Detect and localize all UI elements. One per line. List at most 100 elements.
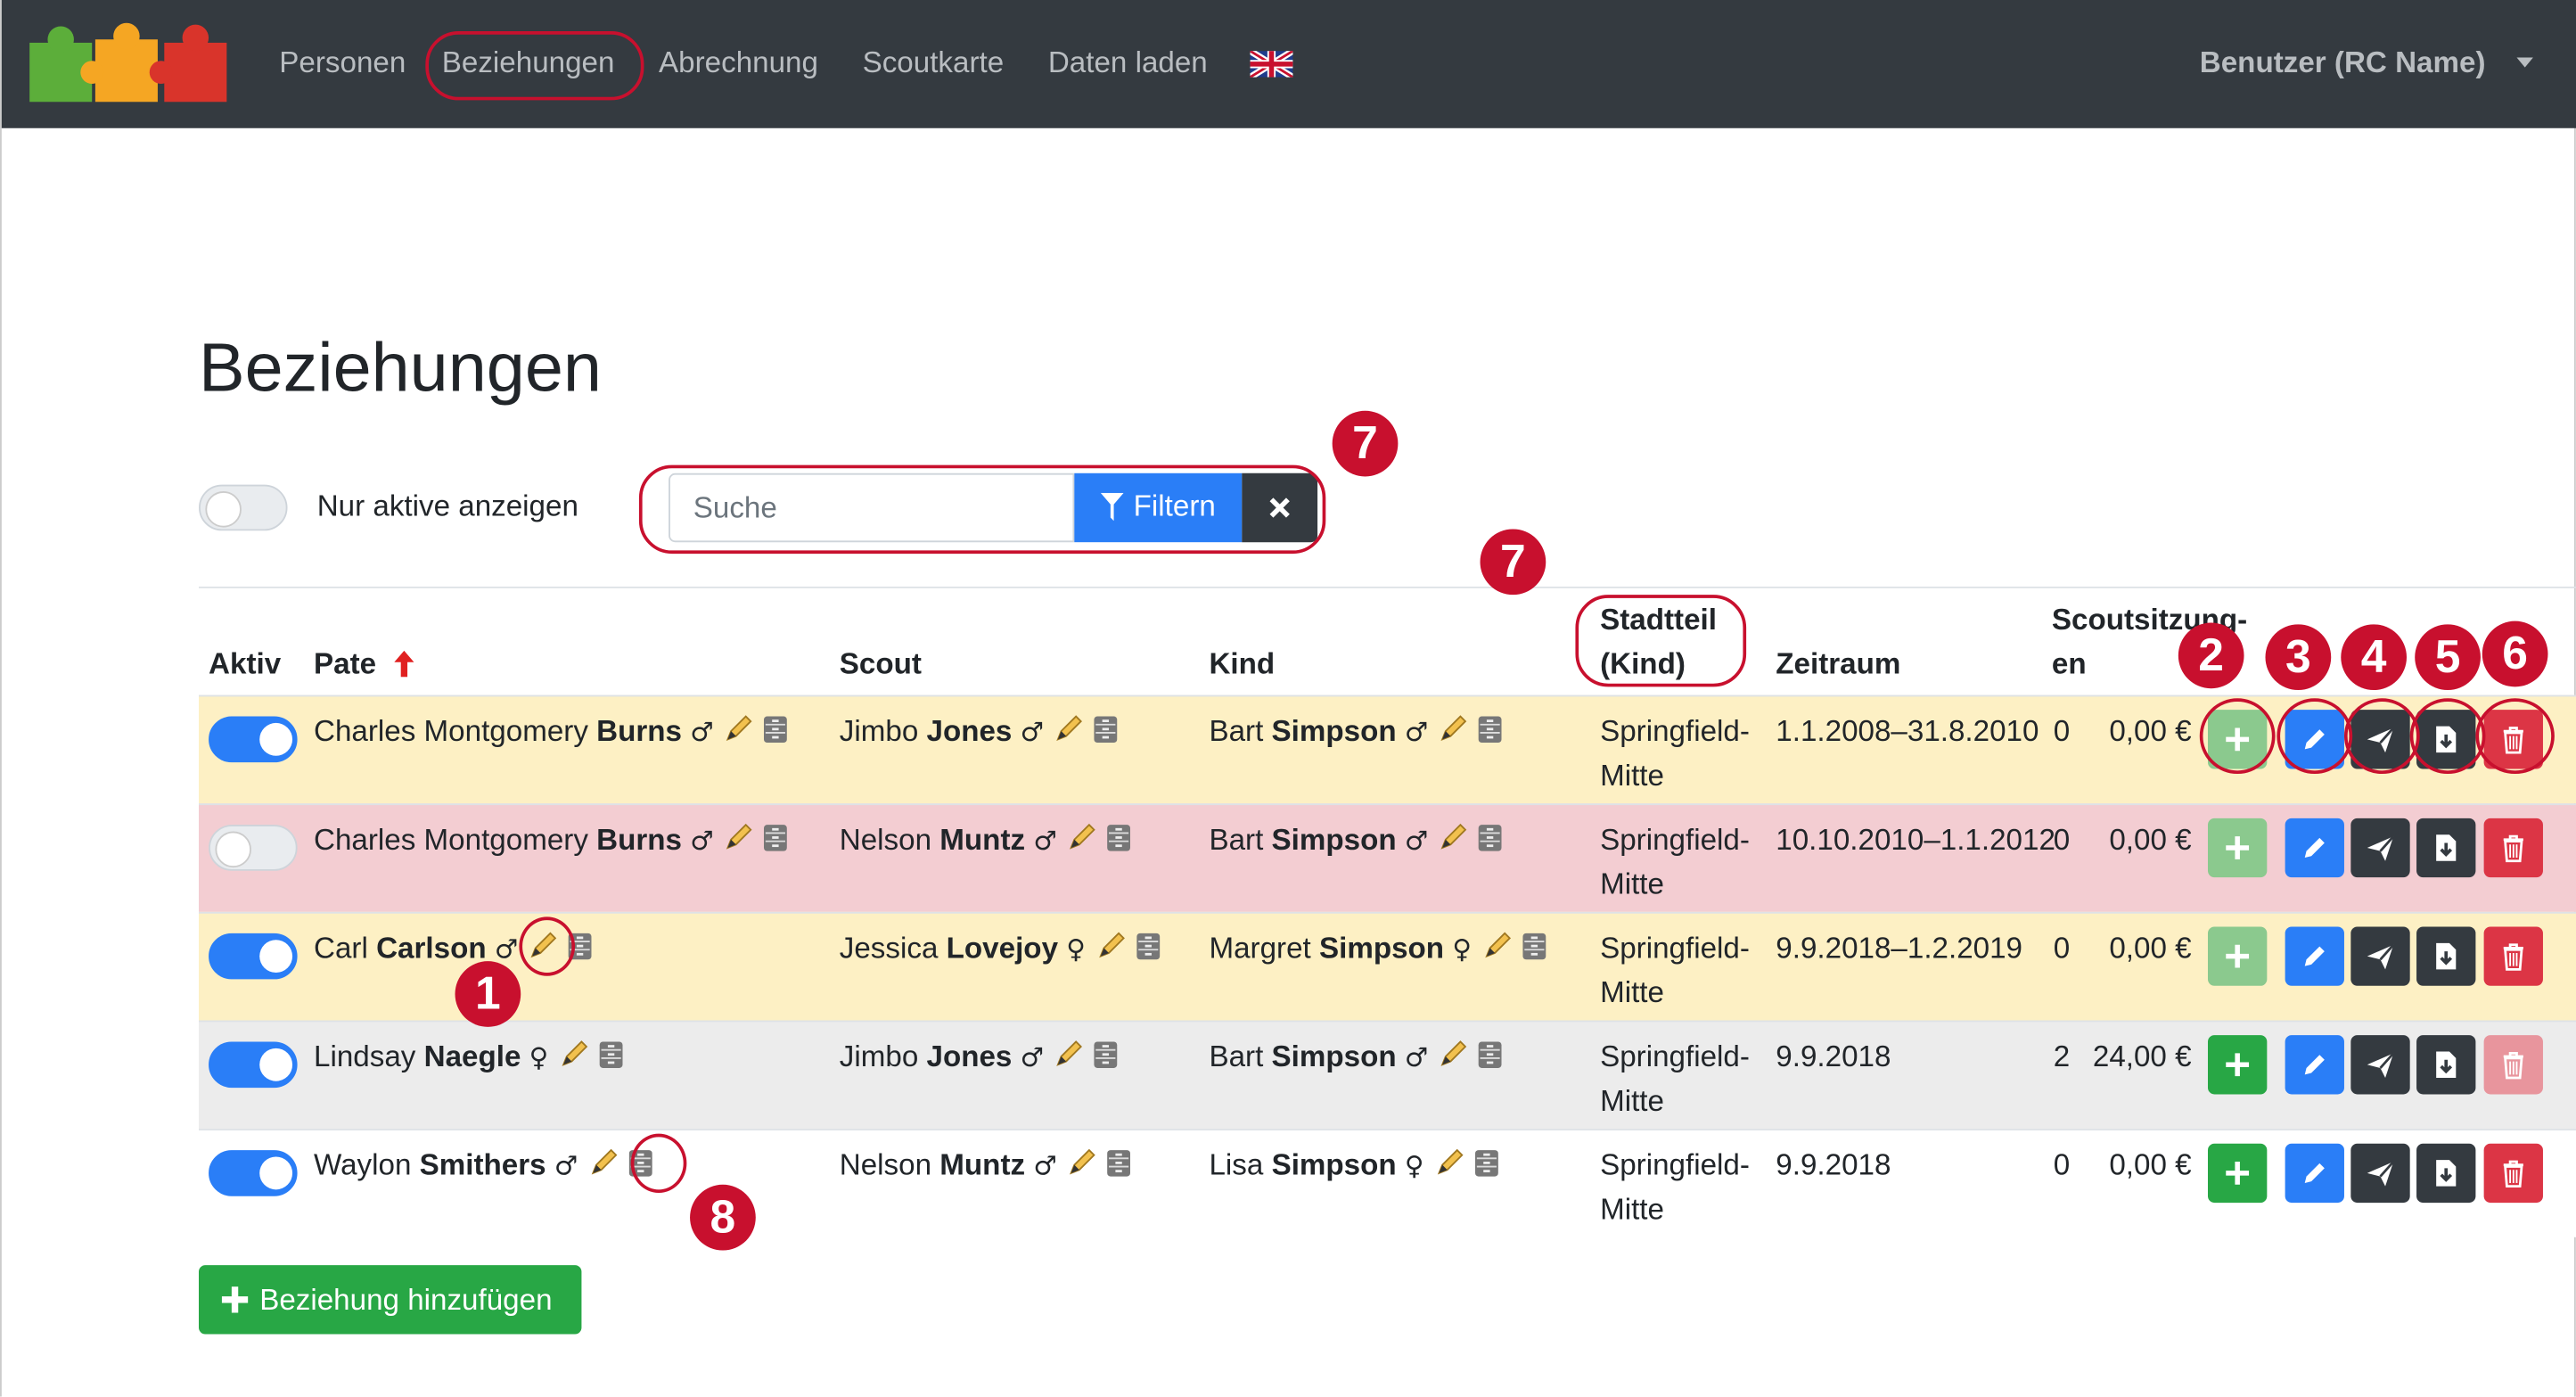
add-session-button[interactable] (2207, 1143, 2268, 1204)
archive-icon[interactable] (1093, 1039, 1119, 1083)
delete-button-icon (2503, 1160, 2523, 1188)
edit-icon[interactable] (587, 1146, 617, 1191)
amount: 24,00 € (2092, 1040, 2192, 1073)
delete-button[interactable] (2483, 818, 2543, 878)
user-menu[interactable]: Benutzer (RC Name) (2199, 45, 2486, 79)
archive-icon[interactable] (763, 713, 789, 758)
active-toggle[interactable] (209, 1041, 298, 1089)
archive-icon[interactable] (1106, 822, 1132, 867)
archive-icon-glyph (1107, 1150, 1131, 1177)
archive-icon[interactable] (1521, 930, 1546, 974)
delete-button[interactable] (2483, 926, 2543, 986)
edit-icon-glyph (1484, 932, 1511, 958)
gender: ♂ (1404, 1041, 1429, 1073)
send-button-icon (2367, 943, 2395, 970)
annotation: 5 (2415, 624, 2481, 691)
add-relation-button[interactable]: Beziehung hinzufügen (199, 1265, 582, 1335)
toggle-knob (259, 1048, 293, 1081)
active-toggle[interactable] (209, 716, 298, 763)
delete-button[interactable] (2483, 1035, 2543, 1095)
column-header[interactable]: Scout (839, 647, 922, 681)
pdf-button[interactable] (2416, 1035, 2476, 1095)
nav-link[interactable]: Daten laden (1047, 45, 1208, 79)
edit-icon[interactable] (1438, 822, 1468, 867)
edit-icon[interactable] (558, 1039, 587, 1083)
pdf-button[interactable] (2416, 926, 2476, 986)
first-name: Margret (1209, 931, 1311, 965)
add-session-button[interactable] (2207, 818, 2268, 878)
edit-icon[interactable] (1434, 1146, 1464, 1191)
add-session-button[interactable] (2207, 926, 2268, 986)
column-header[interactable]: Scoutsitzung-en (2051, 603, 2248, 681)
kind-cell: Bart Simpson ♂ (1209, 1035, 1504, 1082)
amount: 0,00 € (2109, 1148, 2192, 1182)
language-flag[interactable] (1250, 51, 1293, 78)
first-name: Carl (314, 931, 368, 965)
archive-icon[interactable] (1478, 822, 1504, 867)
pdf-button[interactable] (2416, 1143, 2476, 1204)
gender: ♂ (690, 825, 714, 857)
nav-link[interactable]: Personen (279, 45, 406, 79)
edit-button[interactable] (2285, 1143, 2344, 1204)
nav-link[interactable]: Abrechnung (659, 45, 818, 79)
column-header[interactable]: Kind (1209, 647, 1276, 681)
archive-icon[interactable] (763, 822, 789, 867)
add-session-button[interactable] (2207, 1035, 2268, 1095)
gender: ♀ (1452, 933, 1472, 965)
delete-button[interactable] (2483, 1143, 2543, 1204)
send-button[interactable] (2350, 1035, 2410, 1095)
active-toggle[interactable] (199, 484, 288, 531)
district: Springfield-Mitte (1600, 823, 1750, 900)
annotation: 1 (455, 961, 521, 1027)
pate-cell: Carl Carlson ♂ (314, 926, 594, 974)
edit-button[interactable] (2285, 818, 2344, 878)
edit-button-icon (2304, 946, 2325, 966)
archive-icon[interactable] (598, 1039, 624, 1083)
edit-icon[interactable] (1438, 713, 1468, 758)
edit-icon[interactable] (1095, 930, 1125, 974)
active-toggle[interactable] (209, 825, 298, 871)
archive-icon-glyph (1474, 1150, 1498, 1177)
edit-icon[interactable] (1067, 1146, 1096, 1191)
active-toggle[interactable] (209, 1150, 298, 1196)
archive-icon[interactable] (1473, 1146, 1499, 1191)
first-name: Lindsay (314, 1040, 416, 1073)
edit-icon[interactable] (1054, 713, 1083, 758)
scout-cell: Nelson Muntz ♂ (840, 1144, 1133, 1191)
send-button[interactable] (2350, 926, 2410, 986)
archive-icon[interactable] (1093, 713, 1119, 758)
edit-icon[interactable] (1054, 1039, 1083, 1083)
edit-button[interactable] (2285, 1035, 2344, 1095)
archive-icon-glyph (1522, 933, 1546, 960)
search-input[interactable]: Suche (669, 473, 1075, 543)
gender: ♀ (1404, 1150, 1424, 1182)
nav-link[interactable]: Beziehungen (441, 45, 615, 79)
archive-icon[interactable] (568, 930, 594, 974)
column-header[interactable]: Pate (314, 647, 377, 681)
column-header[interactable]: Zeitraum (1776, 647, 1901, 681)
edit-icon[interactable] (1067, 822, 1096, 867)
edit-icon[interactable] (724, 713, 753, 758)
last-name: Simpson (1271, 823, 1397, 857)
send-button[interactable] (2350, 1143, 2410, 1204)
archive-icon[interactable] (1135, 930, 1161, 974)
column-header[interactable]: Stadtteil (Kind) (1600, 603, 1717, 681)
archive-icon[interactable] (1478, 1039, 1504, 1083)
gender: ♂ (690, 716, 714, 748)
first-name: Jessica (839, 931, 939, 965)
archive-icon[interactable] (1106, 1146, 1132, 1191)
archive-icon[interactable] (1478, 713, 1504, 758)
pdf-button[interactable] (2416, 818, 2476, 878)
first-name: Bart (1209, 714, 1264, 748)
nav-link[interactable]: Scoutkarte (862, 45, 1005, 79)
send-button[interactable] (2350, 818, 2410, 878)
filter-button[interactable]: Filtern (1074, 473, 1243, 543)
active-toggle[interactable] (209, 933, 298, 980)
edit-icon[interactable] (1481, 930, 1511, 974)
sort-arrow[interactable] (394, 650, 414, 678)
edit-icon[interactable] (724, 822, 753, 867)
edit-button[interactable] (2285, 926, 2344, 986)
edit-icon[interactable] (1438, 1039, 1468, 1083)
logo[interactable] (26, 20, 233, 105)
